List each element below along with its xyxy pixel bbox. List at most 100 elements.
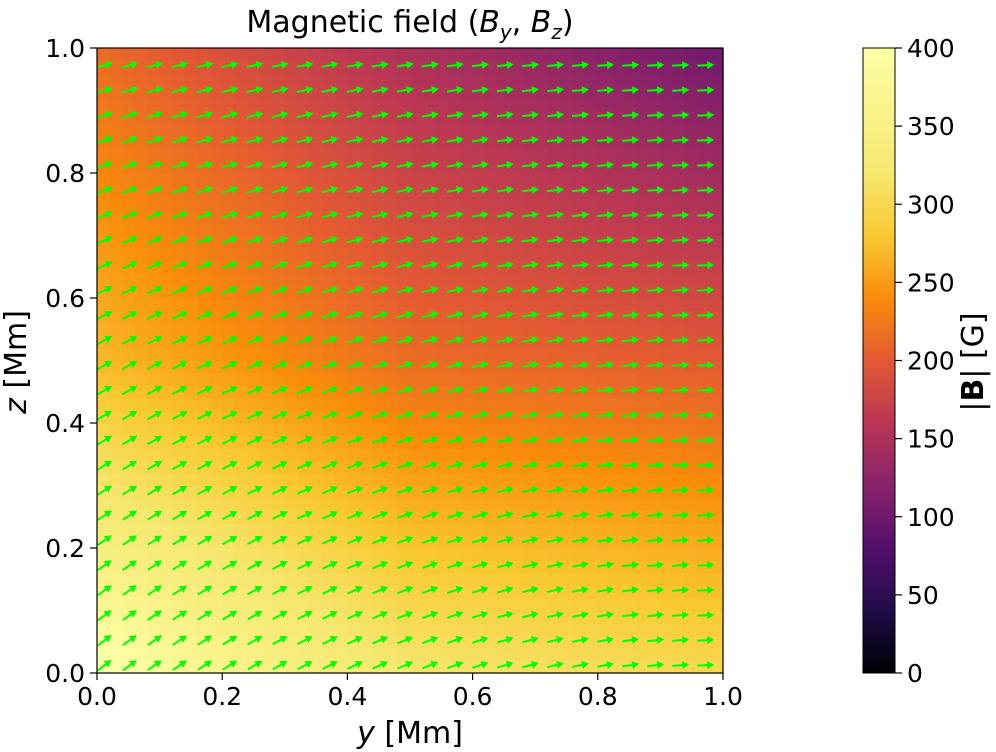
heatmap-cell xyxy=(309,448,323,462)
heatmap-cell xyxy=(685,660,699,674)
heatmap-cell xyxy=(284,623,298,637)
heatmap-cell xyxy=(685,548,699,562)
quiver-arrow xyxy=(371,410,389,419)
heatmap-cell xyxy=(510,135,524,149)
quiver-arrow xyxy=(647,361,665,369)
heatmap-cell xyxy=(384,448,399,462)
heatmap-cell xyxy=(435,448,449,462)
heatmap-cell xyxy=(685,60,699,74)
heatmap-cell xyxy=(172,398,186,412)
heatmap-cell xyxy=(172,98,186,112)
heatmap-cell xyxy=(334,385,348,399)
quiver-arrow xyxy=(496,411,514,419)
quiver-arrow xyxy=(246,460,263,470)
quiver-arrow xyxy=(246,61,264,69)
quiver-arrow xyxy=(421,261,439,269)
heatmap-cell xyxy=(572,473,586,487)
quiver-arrow xyxy=(446,460,464,469)
quiver-arrow xyxy=(421,111,439,119)
heatmap-cell xyxy=(535,260,549,274)
quiver-arrow xyxy=(446,286,464,294)
heatmap-cell xyxy=(460,623,474,637)
heatmap-cell xyxy=(522,248,536,262)
quiver-arrow xyxy=(96,185,113,195)
heatmap-cell xyxy=(447,648,461,662)
heatmap-cell xyxy=(309,398,323,412)
quiver-arrow xyxy=(446,161,464,169)
heatmap-cell xyxy=(334,310,348,324)
quiver-arrow xyxy=(246,260,264,269)
heatmap-cell xyxy=(284,198,298,212)
heatmap-cell xyxy=(359,98,374,112)
quiver-arrow xyxy=(397,635,414,645)
heatmap-cell xyxy=(585,523,599,537)
heatmap-cell xyxy=(572,523,586,537)
quiver-arrow xyxy=(221,235,238,244)
heatmap-cell xyxy=(159,210,173,224)
heatmap-cell xyxy=(685,173,699,187)
heatmap-cell xyxy=(510,548,524,562)
heatmap-cell xyxy=(497,73,511,87)
heatmap-cell xyxy=(184,323,198,337)
quiver-arrow xyxy=(121,360,138,370)
quiver-arrow xyxy=(546,236,564,244)
quiver-arrow xyxy=(121,235,138,245)
heatmap-cell xyxy=(234,160,248,174)
heatmap-cell xyxy=(510,60,524,74)
heatmap-cell xyxy=(535,48,549,62)
heatmap-cell xyxy=(147,73,161,87)
heatmap-cell xyxy=(560,135,574,149)
heatmap-cell xyxy=(347,298,361,312)
heatmap-cell xyxy=(284,60,298,74)
quiver-arrow xyxy=(647,136,665,145)
heatmap-cell xyxy=(585,385,599,399)
heatmap-cell xyxy=(460,648,474,662)
quiver-arrow xyxy=(521,286,539,294)
heatmap-cell xyxy=(309,635,323,649)
quiver-arrow xyxy=(122,635,137,647)
heatmap-cell xyxy=(547,573,561,587)
heatmap-cell xyxy=(297,98,311,112)
heatmap-cell xyxy=(197,98,211,112)
quiver-arrow xyxy=(97,560,112,571)
heatmap-cell xyxy=(334,210,348,224)
quiver-arrow xyxy=(622,261,640,269)
heatmap-cell xyxy=(184,398,198,412)
heatmap-cell xyxy=(222,98,236,112)
heatmap-cell xyxy=(610,348,624,362)
quiver-arrow xyxy=(597,361,615,369)
heatmap-cell xyxy=(485,423,499,437)
heatmap-cell xyxy=(460,510,474,524)
heatmap-cell xyxy=(610,360,624,374)
quiver-arrow xyxy=(96,110,113,119)
heatmap-cell xyxy=(197,273,211,287)
heatmap-cell xyxy=(685,123,699,137)
heatmap-cell xyxy=(485,473,499,487)
heatmap-cell xyxy=(585,223,599,237)
heatmap-cell xyxy=(259,223,273,237)
heatmap-cell xyxy=(635,260,649,274)
heatmap-cell xyxy=(322,473,336,487)
heatmap-cell xyxy=(435,360,449,374)
heatmap-cell xyxy=(585,335,599,349)
heatmap-cell xyxy=(410,160,424,174)
quiver-arrow xyxy=(697,61,715,70)
heatmap-cell xyxy=(347,423,361,437)
colorbar-tick-label: 350 xyxy=(907,112,955,141)
heatmap-cell xyxy=(147,198,161,212)
heatmap-cell xyxy=(184,523,198,537)
heatmap-cell xyxy=(472,223,486,237)
heatmap-cell xyxy=(234,60,248,74)
quiver-arrow xyxy=(271,160,289,169)
quiver-arrow xyxy=(171,260,188,270)
heatmap-cell xyxy=(410,98,424,112)
heatmap-cell xyxy=(685,185,699,199)
heatmap-cell xyxy=(535,273,549,287)
quiver-arrow xyxy=(96,60,113,69)
heatmap-cell xyxy=(435,498,449,512)
heatmap-cell xyxy=(309,323,323,337)
heatmap-cell xyxy=(322,198,336,212)
heatmap-cell xyxy=(610,623,624,637)
heatmap-cell xyxy=(435,223,449,237)
quiver-arrow xyxy=(372,610,389,620)
